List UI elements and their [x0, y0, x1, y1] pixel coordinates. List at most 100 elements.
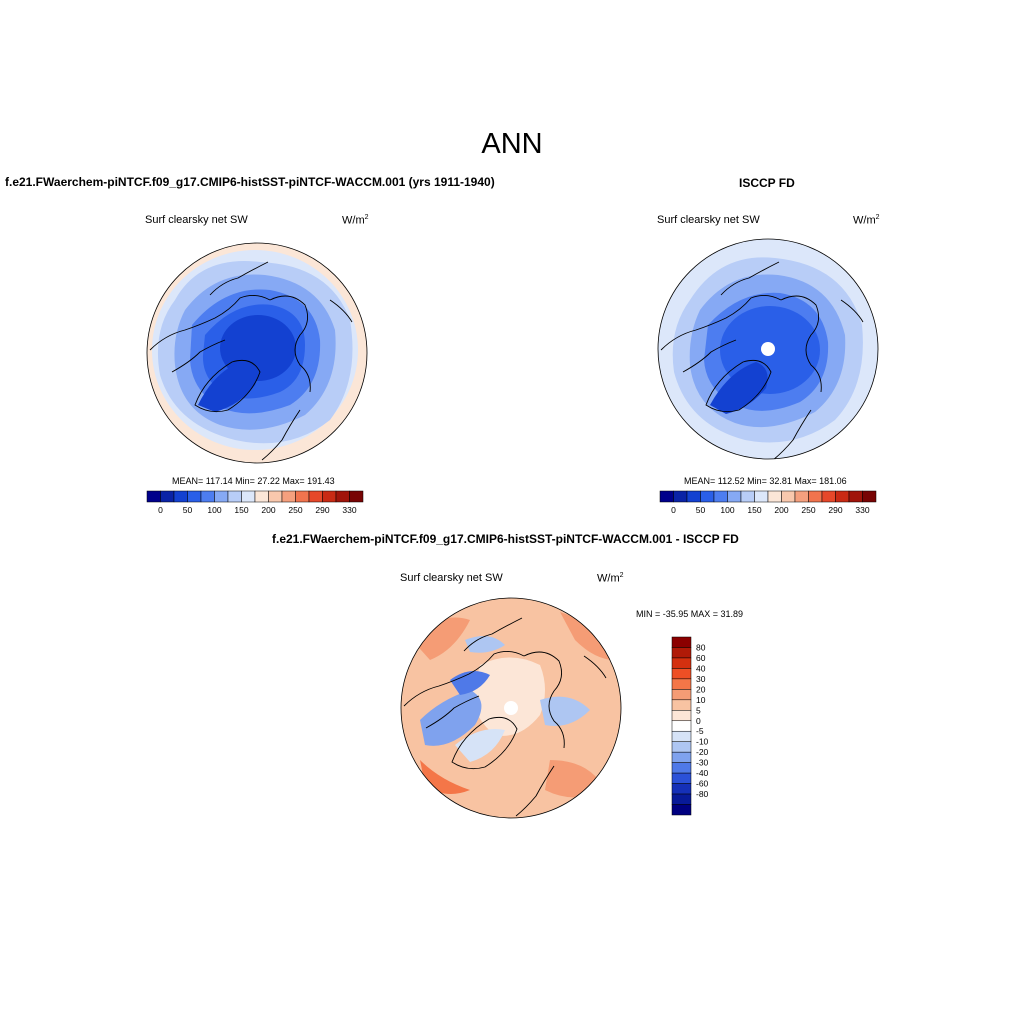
- obs-colorbar-tick-label: 290: [828, 505, 842, 515]
- obs-colorbar-swatch: [700, 490, 715, 503]
- diff-colorbar-swatch: [671, 720, 692, 732]
- obs-colorbar-swatch: [821, 490, 836, 503]
- model-colorbar-tick-label: 100: [207, 505, 221, 515]
- obs-missing-pole: [761, 342, 775, 356]
- model-coastlines: [149, 261, 353, 461]
- main-title: ANN: [481, 128, 543, 160]
- diff-field-cold-5: [465, 636, 505, 653]
- obs-stats: MEAN= 112.52 Min= 32.81 Max= 181.06: [684, 476, 847, 486]
- obs-colorbar-swatch: [740, 490, 755, 503]
- model-colorbar-tick-label: 330: [342, 505, 356, 515]
- diff-colorbar-tick-label: 40: [696, 663, 706, 673]
- model-colorbar-tick-label: 150: [234, 505, 248, 515]
- obs-colorbar-swatch: [713, 490, 728, 503]
- obs-colorbar-tick-label: 0: [671, 505, 676, 515]
- model-colorbar-swatch: [214, 490, 229, 503]
- obs-colorbar-swatch: [835, 490, 850, 503]
- diff-colorbar-tick-label: -30: [696, 758, 709, 768]
- obs-colorbar-swatch: [727, 490, 742, 503]
- diff-colorbar-tick-label: -10: [696, 737, 709, 747]
- obs-coastlines: [660, 261, 864, 459]
- diff-field-cold-2: [455, 729, 505, 762]
- model-colorbar-swatch: [308, 490, 323, 503]
- diff-colorbar-swatch: [671, 657, 692, 669]
- model-colorbar-swatch: [241, 490, 256, 503]
- obs-colorbar-swatch: [781, 490, 796, 503]
- diff-field-cold-4: [450, 671, 490, 695]
- diff-colorbar-swatch: [671, 699, 692, 711]
- model-units: W/m2: [342, 214, 369, 227]
- obs-variable-label: Surf clearsky net SW: [657, 214, 760, 226]
- obs-colorbar-swatch: [659, 490, 674, 503]
- diff-panel-title: f.e21.FWaerchem-piNTCF.f09_g17.CMIP6-his…: [272, 532, 739, 546]
- diff-colorbar-swatch: [671, 689, 692, 701]
- diff-colorbar-swatch: [671, 710, 692, 722]
- diff-colorbar-swatch: [671, 730, 692, 742]
- model-colorbar-swatch: [295, 490, 310, 503]
- diff-colorbar-tick-label: 0: [696, 716, 701, 726]
- diff-colorbar-swatch: [671, 741, 692, 753]
- diff-colorbar-swatch: [671, 783, 692, 795]
- model-stats: MEAN= 117.14 Min= 27.22 Max= 191.43: [172, 476, 335, 486]
- diff-colorbar-tick-label: 60: [696, 653, 706, 663]
- obs-colorbar-swatch: [767, 490, 782, 503]
- obs-units: W/m2: [853, 214, 880, 227]
- obs-field-greenland: [710, 362, 768, 414]
- model-variable-label: Surf clearsky net SW: [145, 214, 248, 226]
- obs-panel-title: ISCCP FD: [739, 176, 795, 190]
- obs-colorbar-swatch: [862, 490, 877, 503]
- model-colorbar-swatch: [173, 490, 188, 503]
- model-colorbar-swatch: [335, 490, 350, 503]
- diff-field-cold-1: [420, 690, 482, 746]
- model-map-border: [146, 242, 368, 464]
- obs-colorbar-tick-label: 50: [696, 505, 706, 515]
- obs-colorbar-swatch: [848, 490, 863, 503]
- diff-colorbar-swatch: [671, 762, 692, 774]
- diff-colorbar-tick-label: -60: [696, 779, 709, 789]
- diff-stats: MIN = -35.95 MAX = 31.89: [636, 609, 744, 619]
- diff-colorbar-swatch: [671, 636, 692, 648]
- diff-units: W/m2: [597, 572, 624, 585]
- diff-colorbar-tick-label: -5: [696, 726, 704, 736]
- obs-colorbar-tick-label: 250: [801, 505, 815, 515]
- model-map: [146, 242, 368, 464]
- diff-colorbar-swatch: [671, 793, 692, 805]
- model-colorbar-tick-label: 50: [183, 505, 193, 515]
- colorbars: 0 50 100 150 200 250 290 330 0 50 100 150 200 250 290 3…: [146, 490, 877, 816]
- obs-map-border: [657, 238, 879, 460]
- diff-colorbar-swatch: [671, 751, 692, 763]
- obs-colorbar: 0 50 100 150 200 250 290 330: [659, 490, 877, 515]
- diff-field-warm-2: [560, 612, 615, 660]
- obs-colorbar-tick-label: 150: [747, 505, 761, 515]
- model-colorbar-swatch: [146, 490, 161, 503]
- model-colorbar-tick-label: 290: [315, 505, 329, 515]
- obs-colorbar-tick-label: 330: [855, 505, 869, 515]
- model-colorbar-swatch: [254, 490, 269, 503]
- model-colorbar-tick-label: 0: [158, 505, 163, 515]
- model-colorbar-swatch: [160, 490, 175, 503]
- obs-colorbar-swatch: [808, 490, 823, 503]
- diff-colorbar-swatch: [671, 804, 692, 816]
- model-colorbar-swatch: [268, 490, 283, 503]
- diff-field-neutral: [472, 657, 545, 736]
- model-field-greenland: [198, 360, 258, 412]
- obs-map: [657, 238, 879, 460]
- model-colorbar-tick-label: 250: [288, 505, 302, 515]
- diff-coastlines: [403, 617, 607, 817]
- diff-map-border: [400, 597, 622, 819]
- obs-colorbar-tick-label: 200: [774, 505, 788, 515]
- model-colorbar: 0 50 100 150 200 250 290 330: [146, 490, 364, 515]
- diff-colorbar-tick-label: -80: [696, 789, 709, 799]
- diff-variable-label: Surf clearsky net SW: [400, 572, 503, 584]
- obs-colorbar-tick-label: 100: [720, 505, 734, 515]
- diff-colorbar-tick-label: 5: [696, 705, 701, 715]
- model-panel-title: f.e21.FWaerchem-piNTCF.f09_g17.CMIP6-his…: [5, 175, 495, 189]
- model-colorbar-tick-label: 200: [261, 505, 275, 515]
- diff-colorbar-tick-label: -40: [696, 768, 709, 778]
- diff-colorbar-swatch: [671, 668, 692, 680]
- diff-colorbar-tick-label: 80: [696, 642, 706, 652]
- diff-colorbar-tick-label: 30: [696, 674, 706, 684]
- model-colorbar-swatch: [227, 490, 242, 503]
- diff-colorbar-swatch: [671, 678, 692, 690]
